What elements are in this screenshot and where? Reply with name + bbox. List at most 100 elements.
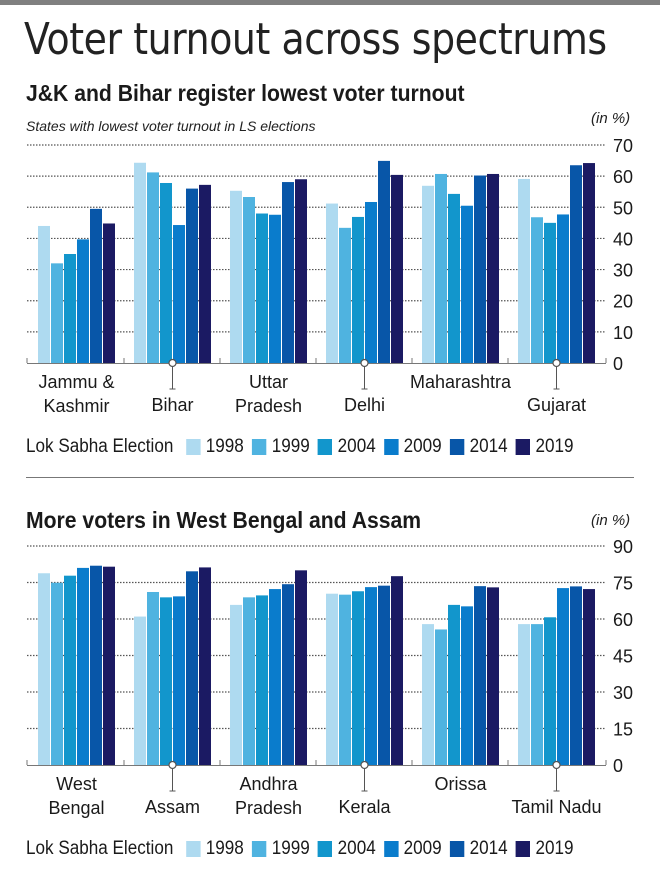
bar-2014 [282, 182, 294, 363]
bar-2004 [160, 597, 172, 765]
y-tick-label: 90 [613, 537, 633, 557]
bar-2009 [461, 205, 473, 363]
legend-item-2014: 2014 [449, 838, 508, 860]
bar-2019 [295, 570, 307, 765]
legend-item-2014: 2014 [449, 436, 508, 458]
bar-2014 [378, 585, 390, 765]
bar-2014 [90, 208, 102, 363]
bar-2004 [448, 193, 460, 363]
label-marker-dot [360, 358, 369, 368]
label-marker-dot [360, 760, 369, 770]
legend-label: 2019 [535, 436, 574, 457]
x-category-label: Tamil Nadu [511, 797, 601, 817]
section-divider [26, 477, 634, 478]
y-tick-label: 10 [613, 323, 633, 343]
bar-2019 [487, 587, 499, 765]
bar-1998 [326, 593, 338, 765]
bar-1999 [51, 263, 63, 363]
x-category-label: Pradesh [235, 798, 302, 818]
bar-1999 [243, 197, 255, 363]
bar-2004 [64, 575, 76, 765]
bar-2009 [269, 589, 281, 765]
bar-2009 [77, 239, 89, 363]
legend-label: 1998 [205, 436, 244, 457]
legend-item-2009: 2009 [383, 436, 442, 458]
y-tick-label: 70 [613, 136, 633, 156]
legend-title: Lok Sabha Election [26, 436, 174, 457]
y-tick-label: 60 [613, 610, 633, 630]
legend-item-1999: 1999 [251, 436, 310, 458]
label-marker-dot [168, 358, 177, 368]
y-tick-label: 15 [613, 720, 633, 740]
bar-1999 [147, 591, 159, 765]
chart1-unit-label: (in %) [591, 110, 631, 127]
x-category-label: West [56, 774, 97, 794]
legend-swatch [185, 841, 201, 857]
bar-1999 [435, 629, 447, 765]
bar-2009 [557, 214, 569, 363]
bar-2009 [365, 201, 377, 363]
legend-swatch [251, 841, 267, 857]
legend-swatch [449, 841, 465, 857]
bar-2019 [199, 184, 211, 363]
bar-2019 [583, 589, 595, 765]
bar-1999 [339, 227, 351, 363]
chart1-title: J&K and Bihar register lowest voter turn… [26, 80, 465, 106]
legend-swatch [383, 841, 399, 857]
y-tick-label: 40 [613, 229, 633, 249]
legend-label: 2004 [337, 838, 376, 859]
y-tick-label: 50 [613, 198, 633, 218]
legend-label: 2009 [403, 436, 442, 457]
bar-2019 [295, 179, 307, 363]
label-marker-dot [168, 760, 177, 770]
legend-item-2009: 2009 [383, 838, 442, 860]
bar-1998 [422, 185, 434, 363]
bar-2004 [544, 222, 556, 363]
x-category-label: Jammu & [38, 372, 114, 392]
legend-swatch [449, 439, 465, 455]
y-tick-label: 20 [613, 292, 633, 312]
legend-swatch [185, 439, 201, 455]
bar-2014 [378, 160, 390, 363]
chart1-subtitle: States with lowest voter turnout in LS e… [26, 118, 316, 134]
y-tick-label: 45 [613, 647, 633, 667]
legend-label: 2014 [469, 436, 508, 457]
legend-label: 2004 [337, 436, 376, 457]
legend-item-1998: 1998 [185, 838, 244, 860]
bar-1999 [531, 624, 543, 765]
legend-swatch [515, 439, 531, 455]
x-category-label: Kashmir [43, 396, 109, 416]
bar-2004 [448, 604, 460, 765]
legend-item-2004: 2004 [317, 436, 376, 458]
bar-2014 [474, 586, 486, 765]
bar-1999 [51, 582, 63, 765]
chart1-bar-chart: 0 10 20 30 40 50 60 70 Jammu & Kashmir Bihar Uttar P… [26, 136, 633, 416]
legend-label: 2019 [535, 838, 574, 859]
bar-2019 [487, 173, 499, 363]
bar-1998 [230, 604, 242, 765]
bar-2009 [365, 587, 377, 765]
label-marker-dot [552, 760, 561, 770]
bar-1999 [435, 173, 447, 363]
bar-2004 [256, 213, 268, 363]
legend-label: 2009 [403, 838, 442, 859]
legend-item-2019: 2019 [515, 838, 574, 860]
x-category-label: Orissa [434, 774, 487, 794]
legend-item-2004: 2004 [317, 838, 376, 860]
bar-2014 [570, 586, 582, 765]
bar-1999 [243, 597, 255, 765]
x-category-label: Pradesh [235, 396, 302, 416]
bar-2019 [583, 163, 595, 363]
bar-2019 [391, 576, 403, 765]
x-category-label: Gujarat [527, 395, 586, 415]
bar-2019 [103, 223, 115, 363]
y-tick-label: 0 [613, 354, 623, 374]
legend-label: 1999 [271, 436, 310, 457]
bar-1998 [326, 203, 338, 363]
bar-2019 [103, 566, 115, 765]
legend-label: 1998 [205, 838, 244, 859]
bar-2014 [474, 175, 486, 363]
bar-2009 [557, 588, 569, 765]
y-tick-label: 0 [613, 756, 623, 776]
y-tick-label: 60 [613, 167, 633, 187]
